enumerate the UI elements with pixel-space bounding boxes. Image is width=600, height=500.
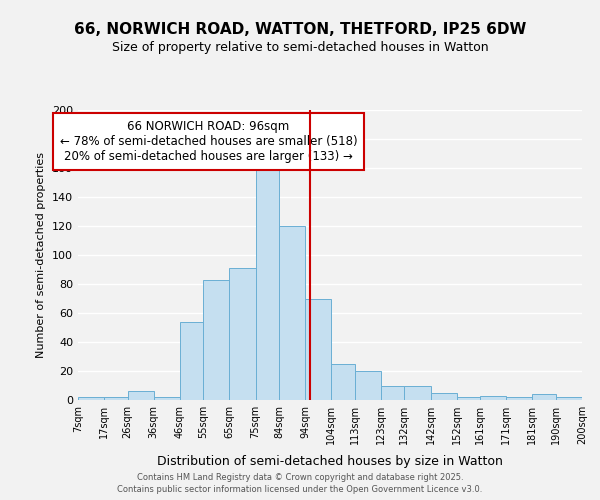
Bar: [154, 397, 180, 400]
Bar: [457, 397, 480, 400]
Bar: [431, 393, 457, 400]
Bar: [104, 397, 128, 400]
Bar: [279, 226, 305, 400]
Bar: [256, 164, 279, 400]
Bar: [305, 298, 331, 400]
Bar: [556, 397, 582, 400]
Text: 66, NORWICH ROAD, WATTON, THETFORD, IP25 6DW: 66, NORWICH ROAD, WATTON, THETFORD, IP25…: [74, 22, 526, 38]
Bar: [381, 386, 404, 400]
Text: 66 NORWICH ROAD: 96sqm
← 78% of semi-detached houses are smaller (518)
20% of se: 66 NORWICH ROAD: 96sqm ← 78% of semi-det…: [60, 120, 358, 163]
Y-axis label: Number of semi-detached properties: Number of semi-detached properties: [37, 152, 46, 358]
Bar: [532, 394, 556, 400]
Bar: [480, 396, 506, 400]
Bar: [180, 322, 203, 400]
Bar: [404, 386, 431, 400]
Bar: [229, 268, 256, 400]
Bar: [506, 397, 532, 400]
Bar: [78, 397, 104, 400]
Text: Contains public sector information licensed under the Open Government Licence v3: Contains public sector information licen…: [118, 485, 482, 494]
Bar: [355, 371, 381, 400]
Bar: [331, 364, 355, 400]
Bar: [203, 280, 229, 400]
X-axis label: Distribution of semi-detached houses by size in Watton: Distribution of semi-detached houses by …: [157, 456, 503, 468]
Text: Size of property relative to semi-detached houses in Watton: Size of property relative to semi-detach…: [112, 41, 488, 54]
Bar: [128, 392, 154, 400]
Text: Contains HM Land Registry data © Crown copyright and database right 2025.: Contains HM Land Registry data © Crown c…: [137, 472, 463, 482]
